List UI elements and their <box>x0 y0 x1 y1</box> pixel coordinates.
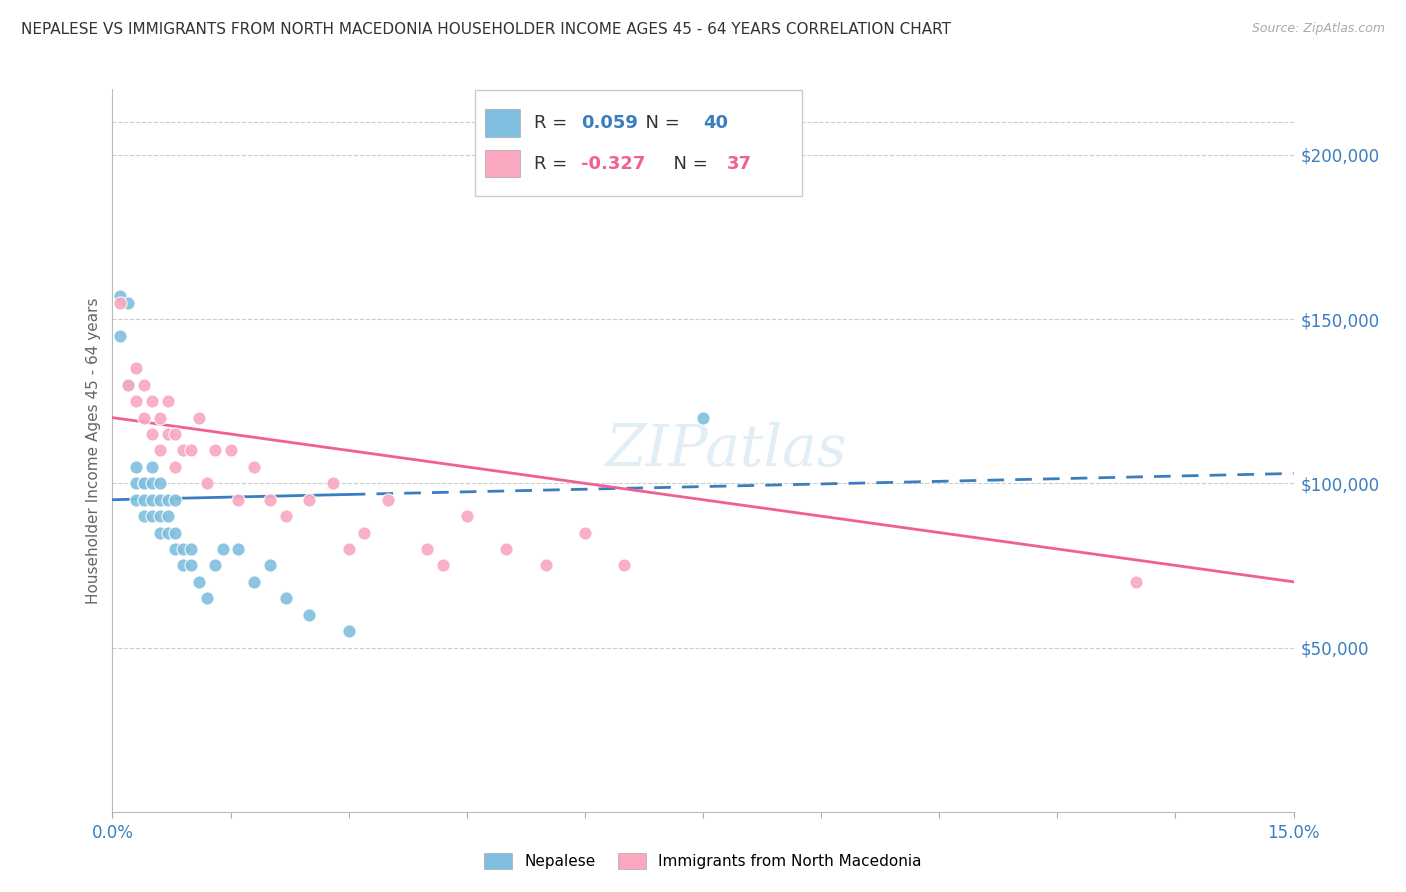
Point <box>156 427 179 442</box>
Point <box>132 410 155 425</box>
Point <box>259 492 281 507</box>
Point <box>172 541 194 556</box>
Point <box>243 574 266 589</box>
Point <box>110 289 132 303</box>
Text: ZIPatlas: ZIPatlas <box>606 422 848 479</box>
Bar <box>485 110 520 136</box>
Text: -0.327: -0.327 <box>581 154 645 173</box>
Text: 37: 37 <box>727 154 752 173</box>
Point <box>692 410 714 425</box>
Point <box>613 558 636 573</box>
Point <box>125 492 148 507</box>
Text: 40: 40 <box>703 114 728 132</box>
Point <box>141 509 163 524</box>
Point <box>125 394 148 409</box>
Point <box>180 541 202 556</box>
Point <box>228 541 250 556</box>
Point <box>180 443 202 458</box>
Point <box>432 558 454 573</box>
Point <box>132 476 155 491</box>
Point <box>180 558 202 573</box>
Point <box>456 509 478 524</box>
Bar <box>485 150 520 178</box>
Point <box>322 476 344 491</box>
Point <box>141 427 163 442</box>
Point <box>274 591 297 606</box>
Point <box>172 443 194 458</box>
Point <box>141 492 163 507</box>
Text: R =: R = <box>534 114 574 132</box>
Point <box>165 541 187 556</box>
FancyBboxPatch shape <box>475 90 803 196</box>
Point <box>228 492 250 507</box>
Point <box>149 476 172 491</box>
Point <box>132 476 155 491</box>
Point <box>165 492 187 507</box>
Text: N =: N = <box>634 114 686 132</box>
Point <box>165 525 187 540</box>
Point <box>337 541 360 556</box>
Legend: Nepalese, Immigrants from North Macedonia: Nepalese, Immigrants from North Macedoni… <box>478 847 928 875</box>
Text: R =: R = <box>534 154 574 173</box>
Point <box>416 541 439 556</box>
Point <box>274 509 297 524</box>
Point <box>156 394 179 409</box>
Point <box>353 525 375 540</box>
Point <box>298 607 321 622</box>
Point <box>156 492 179 507</box>
Point <box>149 410 172 425</box>
Point <box>188 574 211 589</box>
Point <box>125 476 148 491</box>
Point <box>204 558 226 573</box>
Point <box>125 459 148 474</box>
Point <box>141 459 163 474</box>
Point <box>243 459 266 474</box>
Point <box>195 591 218 606</box>
Point <box>117 295 139 310</box>
Text: NEPALESE VS IMMIGRANTS FROM NORTH MACEDONIA HOUSEHOLDER INCOME AGES 45 - 64 YEAR: NEPALESE VS IMMIGRANTS FROM NORTH MACEDO… <box>21 22 950 37</box>
Point <box>132 377 155 392</box>
Point <box>165 427 187 442</box>
Y-axis label: Householder Income Ages 45 - 64 years: Householder Income Ages 45 - 64 years <box>86 297 101 604</box>
Point <box>149 443 172 458</box>
Point <box>172 558 194 573</box>
Point <box>132 509 155 524</box>
Point <box>110 328 132 343</box>
Point <box>141 394 163 409</box>
Point <box>195 476 218 491</box>
Point <box>337 624 360 639</box>
Text: N =: N = <box>662 154 713 173</box>
Point <box>298 492 321 507</box>
Point <box>156 525 179 540</box>
Point <box>117 377 139 392</box>
Point <box>495 541 517 556</box>
Point <box>377 492 399 507</box>
Point <box>132 492 155 507</box>
Point <box>219 443 242 458</box>
Point <box>117 377 139 392</box>
Point <box>534 558 557 573</box>
Text: Source: ZipAtlas.com: Source: ZipAtlas.com <box>1251 22 1385 36</box>
Point <box>574 525 596 540</box>
Point <box>149 492 172 507</box>
Point <box>165 459 187 474</box>
Point <box>149 509 172 524</box>
Point <box>211 541 233 556</box>
Point <box>156 509 179 524</box>
Point <box>204 443 226 458</box>
Point <box>188 410 211 425</box>
Point <box>149 525 172 540</box>
Text: 0.059: 0.059 <box>581 114 638 132</box>
Point <box>141 476 163 491</box>
Point <box>125 361 148 376</box>
Point <box>1125 574 1147 589</box>
Point <box>110 295 132 310</box>
Point <box>259 558 281 573</box>
